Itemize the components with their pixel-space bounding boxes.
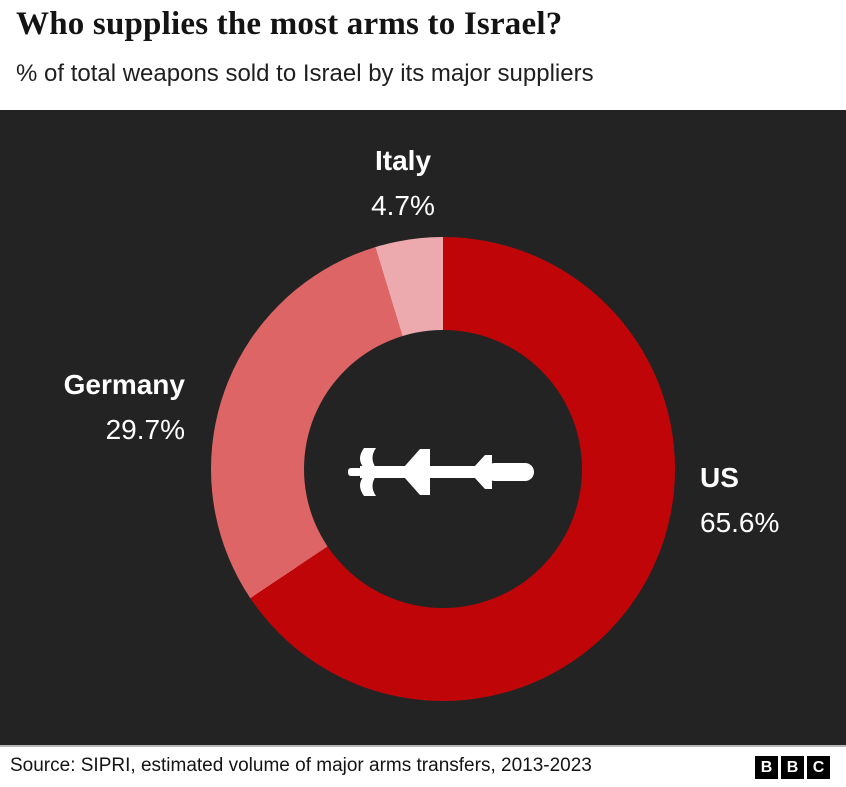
slice-value-germany: 29.7% [105,414,185,445]
slice-value-italy: 4.7% [371,190,435,221]
slice-value-us: 65.6% [700,507,780,538]
slice-name-italy: Italy [374,145,432,176]
missile-icon [348,448,534,496]
footer: Source: SIPRI, estimated volume of major… [0,745,846,787]
slice-label-germany: Germany 29.7% [20,362,185,452]
slice-label-us: US 65.6% [700,455,779,545]
header: Who supplies the most arms to Israel? % … [0,0,846,110]
chart-title: Who supplies the most arms to Israel? [16,6,563,42]
bbc-logo-block: B [781,756,804,779]
source-note: Source: SIPRI, estimated volume of major… [10,755,592,776]
bbc-logo-block: C [807,756,830,779]
slice-name-us: US [700,462,739,493]
chart-panel: Italy 4.7% Germany 29.7% US 65.6% [0,110,846,745]
slice-name-germany: Germany [63,369,185,400]
bbc-logo-block: B [755,756,778,779]
chart-subtitle: % of total weapons sold to Israel by its… [16,60,594,87]
slice-label-italy: Italy 4.7% [323,138,483,228]
bbc-logo: B B C [755,756,830,779]
